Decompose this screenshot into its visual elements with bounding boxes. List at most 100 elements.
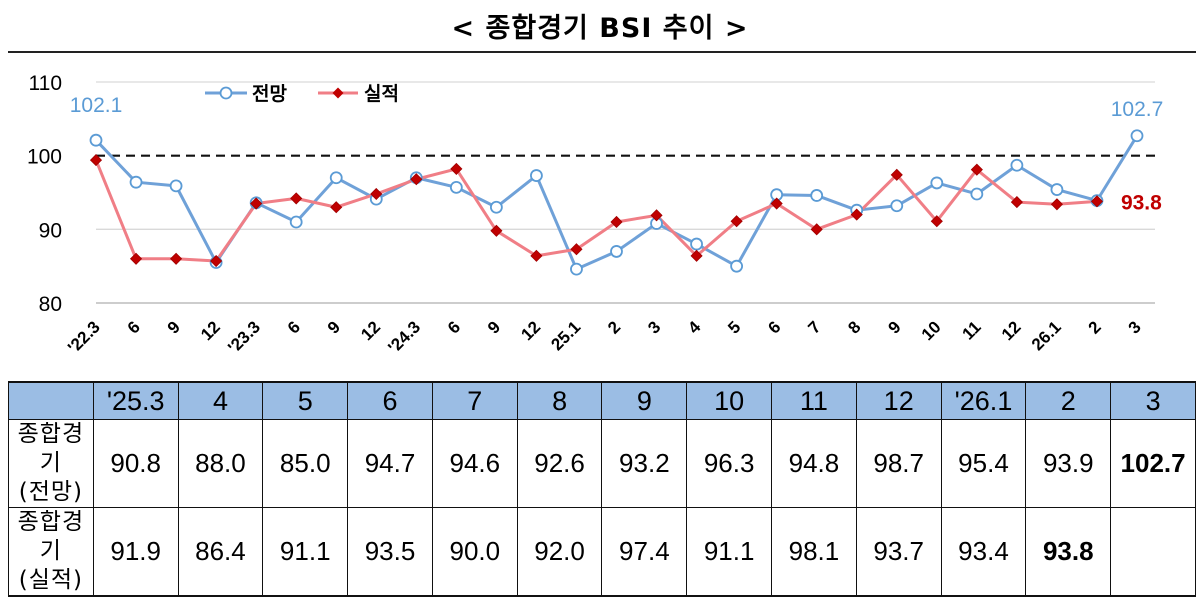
- x-tick-label: 9: [484, 317, 504, 337]
- table-cell: 88.0: [178, 420, 263, 508]
- x-tick-label: 12: [998, 317, 1025, 344]
- data-label: 102.7: [1111, 98, 1164, 121]
- table-cell-highlight: 93.8: [1026, 508, 1111, 597]
- table-header-cell: 11: [772, 382, 857, 420]
- forecast-point: [971, 188, 982, 199]
- forecast-point: [91, 135, 102, 146]
- legend-actual-label: 실적: [364, 83, 399, 105]
- table-cell: 92.6: [517, 420, 602, 508]
- x-tick-label: 25.1: [547, 317, 584, 354]
- forecast-point: [811, 190, 822, 201]
- x-tick-label: 5: [724, 317, 744, 337]
- x-tick-label: 4: [684, 317, 705, 338]
- table-cell: 93.5: [348, 508, 433, 597]
- x-tick-label: 6: [764, 317, 784, 337]
- actual-point: [131, 253, 142, 264]
- data-label: 102.1: [70, 94, 123, 117]
- x-tick-label: 6: [284, 317, 304, 337]
- table-header-cell: 10: [687, 382, 772, 420]
- x-tick-label: '24.3: [384, 317, 424, 357]
- x-tick-label: 9: [164, 317, 184, 337]
- forecast-point: [891, 200, 902, 211]
- actual-point: [291, 193, 302, 204]
- table-row-actual: 종합경기 (실적) 91.9 86.4 91.1 93.5 90.0 92.0 …: [9, 508, 1196, 597]
- table-header-cell: 12: [856, 382, 941, 420]
- row-label-line1: 종합경기: [9, 420, 93, 478]
- x-tick-label: 8: [844, 317, 864, 337]
- x-tick-label: 9: [884, 317, 904, 337]
- table-header-cell: 2: [1026, 382, 1111, 420]
- table-header-cell: 3: [1111, 382, 1196, 420]
- x-tick-label: 26.1: [1028, 317, 1065, 354]
- row-label-line1: 종합경기: [9, 508, 93, 566]
- table-cell: 94.7: [348, 420, 433, 508]
- x-tick-label: 2: [1085, 317, 1105, 337]
- x-tick-label: 12: [197, 317, 224, 344]
- table-cell: 96.3: [687, 420, 772, 508]
- y-tick-label: 80: [39, 293, 62, 316]
- forecast-point: [531, 170, 542, 181]
- actual-point: [331, 202, 342, 213]
- x-tick-label: 2: [604, 317, 624, 337]
- legend-forecast-label: 전망: [252, 83, 287, 105]
- table-cell-highlight: 102.7: [1111, 420, 1196, 508]
- table-header-cell: '26.1: [941, 382, 1026, 420]
- bsi-data-table: '25.3 4 5 6 7 8 9 10 11 12 '26.1 2 3 종합경…: [8, 381, 1196, 597]
- table-cell: 94.8: [772, 420, 857, 508]
- table-cell: 90.8: [93, 420, 178, 508]
- forecast-point: [451, 182, 462, 193]
- x-tick-label: 12: [357, 317, 384, 344]
- table-cell: 93.2: [602, 420, 687, 508]
- forecast-point: [331, 172, 342, 183]
- table-row-forecast: 종합경기 (전망) 90.8 88.0 85.0 94.7 94.6 92.6 …: [9, 420, 1196, 508]
- forecast-point: [171, 180, 182, 191]
- row-label-line2: (전망): [9, 478, 93, 507]
- x-tick-label: 12: [517, 317, 544, 344]
- y-tick-label: 100: [27, 146, 62, 169]
- table-cell: [1111, 508, 1196, 597]
- x-tick-label: 6: [444, 317, 464, 337]
- legend-actual-marker: [333, 88, 344, 99]
- table-header-cell: 5: [263, 382, 348, 420]
- forecast-point: [131, 177, 142, 188]
- table-cell: 95.4: [941, 420, 1026, 508]
- table-cell: 86.4: [178, 508, 263, 597]
- table-header-cell: 8: [517, 382, 602, 420]
- row-label-forecast: 종합경기 (전망): [9, 420, 94, 508]
- forecast-point: [571, 264, 582, 275]
- x-tick-label: 10: [918, 317, 945, 344]
- x-tick-label: '22.3: [64, 317, 104, 357]
- actual-point: [1051, 199, 1062, 210]
- y-tick-label: 110: [29, 72, 62, 95]
- x-tick-label: 11: [959, 317, 985, 343]
- table-cell: 98.7: [856, 420, 941, 508]
- table-cell: 98.1: [772, 508, 857, 597]
- row-label-line2: (실적): [9, 566, 93, 595]
- table-header-cell: 7: [432, 382, 517, 420]
- table-cell: 91.1: [263, 508, 348, 597]
- forecast-point: [611, 246, 622, 257]
- y-tick-label: 90: [39, 219, 62, 242]
- table-cell: 94.6: [432, 420, 517, 508]
- table-cell: 85.0: [263, 420, 348, 508]
- forecast-point: [691, 239, 702, 250]
- table-cell: 93.9: [1026, 420, 1111, 508]
- x-tick-label: 3: [1125, 317, 1145, 337]
- forecast-point: [1051, 184, 1062, 195]
- actual-series-line: [96, 160, 1097, 261]
- table-header-cell: 9: [602, 382, 687, 420]
- forecast-point: [1132, 130, 1143, 141]
- chart-title: < 종합경기 BSI 추이 >: [0, 6, 1200, 45]
- table-cell: 93.7: [856, 508, 941, 597]
- actual-point: [171, 253, 182, 264]
- forecast-point: [731, 261, 742, 272]
- table-cell: 91.9: [93, 508, 178, 597]
- x-tick-label: 6: [124, 317, 144, 337]
- legend-forecast-marker: [221, 88, 232, 99]
- table-cell: 90.0: [432, 508, 517, 597]
- top-divider: [8, 51, 1196, 53]
- forecast-point: [931, 177, 942, 188]
- x-tick-label: '23.3: [224, 317, 264, 357]
- forecast-point: [1011, 160, 1022, 171]
